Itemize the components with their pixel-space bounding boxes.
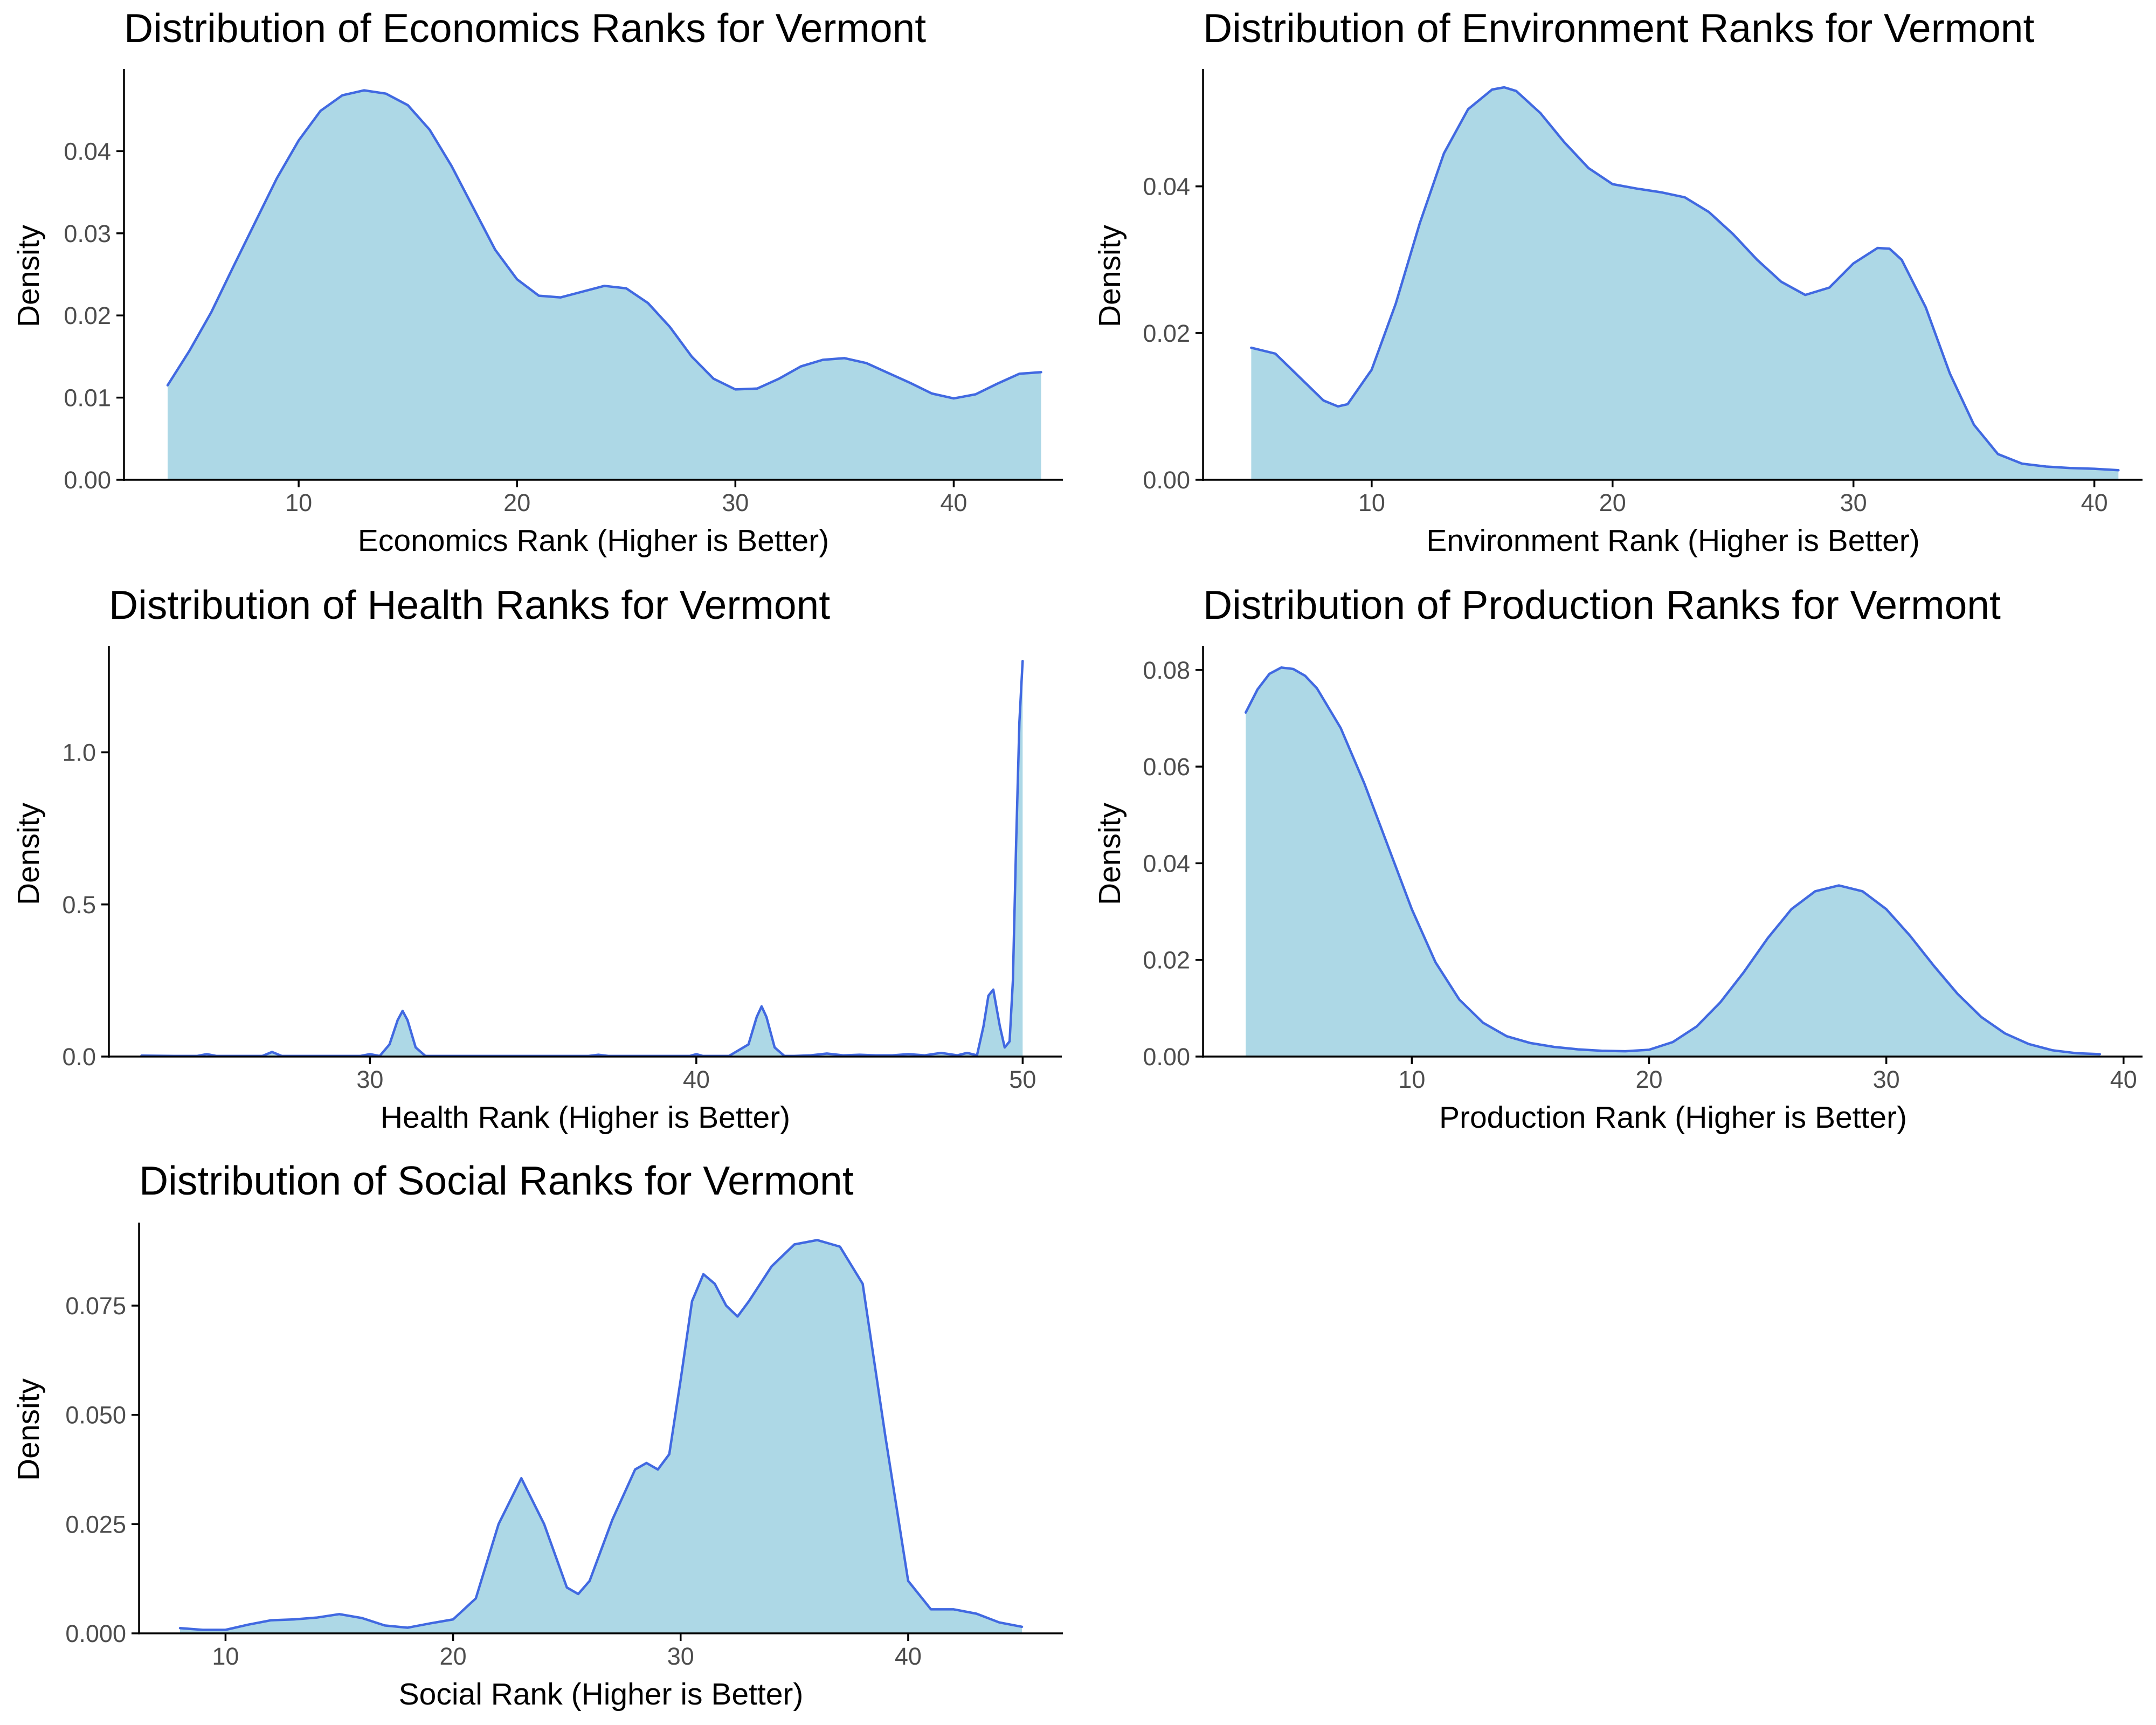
x-tick-label: 30: [667, 1643, 694, 1670]
panel-title: Distribution of Health Ranks for Vermont: [109, 582, 830, 627]
y-axis-title: Density: [1093, 802, 1127, 905]
y-tick-label: 0.04: [1143, 850, 1190, 877]
panel-social: Distribution of Social Ranks for Vermont…: [11, 1158, 1063, 1712]
y-tick-label: 0.03: [64, 220, 111, 247]
y-tick-label: 0.02: [1143, 320, 1190, 347]
x-tick-label: 10: [1358, 489, 1385, 516]
x-tick-label: 40: [940, 489, 967, 516]
y-tick-label: 1.0: [62, 739, 96, 767]
y-tick-label: 0.050: [65, 1402, 126, 1429]
density-line: [166, 89, 1042, 400]
x-tick-label: 20: [1599, 489, 1626, 516]
y-tick-label: 0.06: [1143, 753, 1190, 781]
x-tick-label: 50: [1009, 1066, 1036, 1093]
x-tick-label: 20: [503, 489, 530, 516]
density-line: [1244, 666, 2102, 1055]
y-tick-label: 0.00: [1143, 466, 1190, 494]
y-tick-label: 0.08: [1143, 657, 1190, 684]
y-axis-title: Density: [1093, 224, 1127, 327]
y-tick-label: 0.02: [1143, 947, 1190, 974]
x-axis-title: Economics Rank (Higher is Better): [358, 523, 829, 558]
x-tick-label: 20: [1635, 1066, 1662, 1093]
y-tick-label: 0.5: [62, 891, 96, 919]
x-tick-label: 40: [895, 1643, 922, 1670]
y-axis-title: Density: [11, 1378, 46, 1481]
x-axis-title: Production Rank (Higher is Better): [1439, 1100, 1907, 1135]
y-tick-label: 0.00: [1143, 1043, 1190, 1071]
panel-title: Distribution of Environment Ranks for Ve…: [1203, 5, 2034, 51]
x-axis-title: Social Rank (Higher is Better): [399, 1677, 804, 1712]
y-axis-title: Density: [11, 224, 46, 327]
y-tick-label: 0.02: [64, 302, 111, 329]
y-tick-label: 0.025: [65, 1510, 126, 1538]
x-tick-label: 30: [356, 1066, 383, 1093]
y-tick-label: 0.000: [65, 1620, 126, 1647]
density-line: [1250, 86, 2120, 472]
panel-title: Distribution of Economics Ranks for Verm…: [124, 5, 926, 51]
x-tick-label: 30: [1840, 489, 1867, 516]
density-area: [1246, 667, 2100, 1057]
panel-title: Distribution of Production Ranks for Ver…: [1203, 582, 2001, 627]
x-axis-title: Environment Rank (Higher is Better): [1426, 523, 1920, 558]
panel-environment: Distribution of Environment Ranks for Ve…: [1093, 5, 2143, 558]
x-tick-label: 10: [1398, 1066, 1425, 1093]
panel-economics: Distribution of Economics Ranks for Verm…: [11, 5, 1063, 558]
x-tick-label: 30: [1873, 1066, 1900, 1093]
y-tick-label: 0.075: [65, 1292, 126, 1320]
density-area: [168, 90, 1041, 480]
x-tick-label: 20: [440, 1643, 467, 1670]
density-line: [178, 1239, 1024, 1631]
x-tick-label: 10: [285, 489, 312, 516]
panel-health: Distribution of Health Ranks for Vermont…: [11, 582, 1062, 1135]
y-tick-label: 0.0: [62, 1043, 96, 1071]
x-axis-title: Health Rank (Higher is Better): [381, 1100, 790, 1135]
y-tick-label: 0.04: [1143, 173, 1190, 201]
y-tick-label: 0.00: [64, 466, 111, 494]
panel-title: Distribution of Social Ranks for Vermont: [139, 1158, 854, 1203]
y-tick-label: 0.01: [64, 384, 111, 412]
density-area: [1251, 87, 2119, 480]
panel-production: Distribution of Production Ranks for Ver…: [1093, 582, 2143, 1135]
x-tick-label: 30: [722, 489, 749, 516]
x-tick-label: 40: [2110, 1066, 2137, 1093]
x-tick-label: 40: [2081, 489, 2108, 516]
density-area: [180, 1240, 1022, 1633]
x-tick-label: 10: [212, 1643, 239, 1670]
y-axis-title: Density: [11, 802, 46, 905]
x-tick-label: 40: [683, 1066, 710, 1093]
y-tick-label: 0.04: [64, 137, 111, 165]
